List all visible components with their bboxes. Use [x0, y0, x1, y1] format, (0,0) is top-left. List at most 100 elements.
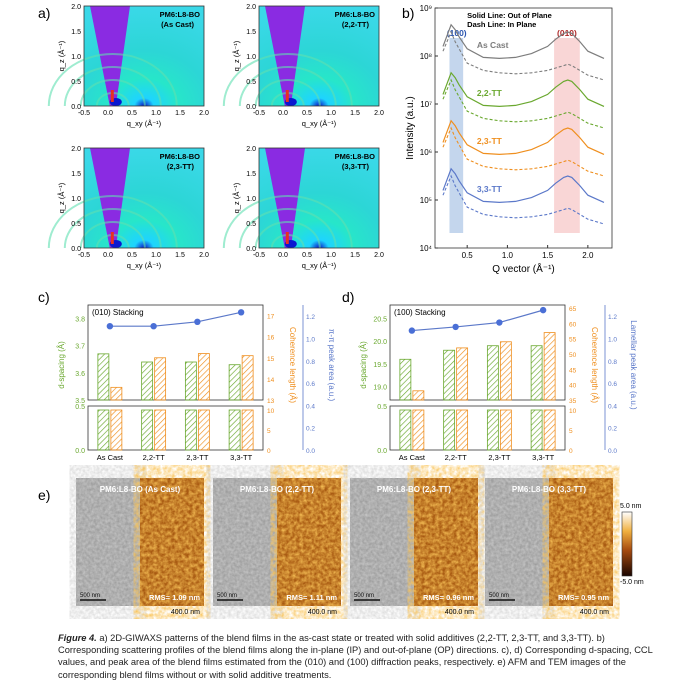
y-tick-label: 0.0: [377, 448, 387, 455]
y2-tick-label: 5: [267, 428, 271, 435]
caption-label: Figure 4.: [58, 633, 97, 643]
y2-tick-label: 17: [267, 314, 275, 321]
bar-coherence: [499, 341, 512, 401]
giwaxs-label: PM6:L8-BO: [160, 10, 201, 19]
giwaxs-ylabel: q_z (Å⁻¹): [57, 40, 66, 71]
giwaxs-label: (2,2-TT): [342, 20, 370, 29]
giwaxs-peak-red: [285, 232, 289, 244]
x-tick-label: 2.0: [582, 251, 594, 260]
panel-d-bars: (100) Stacking As Cast 2,2-TT 2,3-TT 3,3-TT 0…: [359, 304, 638, 462]
giwaxs-ytick: 1.5: [246, 29, 256, 36]
bar-dspacing-base: [443, 409, 456, 451]
giwaxs-ytick: 0.5: [246, 221, 256, 228]
y-tick-label: 0.5: [75, 404, 85, 411]
giwaxs-ytick: 1.0: [71, 54, 81, 61]
y-tick-label: 10⁹: [420, 4, 432, 13]
y2-tick-label: 15: [267, 356, 275, 363]
giwaxs-peak-red: [285, 90, 289, 102]
tem-texture: [485, 478, 549, 606]
giwaxs-xtick: -0.5: [253, 110, 265, 117]
series-line-ip: [442, 78, 605, 129]
y2-tick-label: 45: [569, 367, 577, 374]
y3-tick-label: 0.8: [306, 359, 315, 366]
giwaxs-xtick: 0.0: [103, 110, 113, 117]
y3-tick-label: 0.2: [608, 426, 617, 433]
y-tick-label: 3.5: [75, 398, 85, 405]
category-label: As Cast: [97, 453, 124, 462]
bar-coherence: [197, 353, 210, 401]
y-tick-label: 19.5: [373, 362, 387, 369]
bar-dspacing: [97, 353, 110, 401]
y2-tick-label: 55: [569, 337, 577, 344]
tem-scale-label: 500 nm: [354, 593, 374, 599]
x-axis-label: Q vector (Å⁻¹): [492, 262, 555, 275]
y3-tick-label: 1.0: [608, 336, 617, 343]
legend-solid: Solid Line: Out of Plane: [467, 11, 552, 20]
bar-dspacing-base: [141, 409, 154, 451]
panel-c-bars: (010) Stacking As Cast 2,2-TT 2,3-TT 3,3-TT 0…: [57, 304, 336, 462]
bar-dspacing-base: [184, 409, 197, 451]
peak-area-point: [237, 309, 245, 316]
giwaxs-label: (As Cast): [161, 20, 194, 29]
y3-tick-label: 0.8: [608, 359, 617, 366]
panel-letter: c): [38, 289, 50, 305]
y-tick-label: 0.5: [377, 404, 387, 411]
image-pair: PM6:L8-BO (3,3-TT) 500 nm RMS= 0.95 nm 400.…: [485, 478, 613, 616]
giwaxs-ytick: 2.0: [71, 146, 81, 153]
giwaxs-xtick: 1.0: [326, 252, 336, 259]
y-tick-label: 19.0: [373, 384, 387, 391]
panel-letter: e): [38, 487, 50, 503]
y2-tick-label: 60: [569, 321, 577, 328]
colorbar: [621, 511, 633, 577]
tem-texture: [350, 478, 414, 606]
series-line-op: [442, 119, 605, 156]
panel-a-giwaxs: PM6:L8-BO(As Cast)-0.5 0.0 0.5 1.0 1.5 2.00.0…: [47, 4, 384, 270]
giwaxs-wedge: [90, 148, 130, 248]
giwaxs-xtick: 0.0: [278, 110, 288, 117]
y-axis-label: d-spacing (Å): [359, 341, 368, 389]
bar-dspacing-base: [97, 409, 110, 451]
bar-coherence-base: [154, 409, 167, 451]
bar-coherence: [110, 386, 123, 401]
y2-tick-label: 0: [569, 448, 573, 455]
category-label: 3,3-TT: [532, 453, 555, 462]
giwaxs-ytick: 1.0: [71, 196, 81, 203]
giwaxs-frame: [258, 5, 380, 107]
tem-texture: [213, 478, 277, 606]
giwaxs-wedge: [90, 6, 130, 106]
panel-letters: a) b) c) d) e): [38, 5, 414, 503]
bar-coherence: [154, 357, 167, 401]
giwaxs-xtick: 0.0: [103, 252, 113, 259]
y3-tick-label: 1.2: [306, 314, 315, 321]
panel-e-images: PM6:L8-BO (As Cast) 500 nm RMS= 1.09 nm 400…: [76, 478, 644, 616]
giwaxs-ytick: 1.5: [246, 171, 256, 178]
bar-dspacing-base: [530, 409, 543, 451]
tem-texture: [76, 478, 140, 606]
giwaxs-ring: [47, 195, 178, 249]
afm-scale-label: 400.0 nm: [171, 609, 200, 616]
y-tick-label: 3.8: [75, 317, 85, 324]
giwaxs-ring: [63, 208, 162, 249]
series-line-op: [442, 167, 605, 204]
y2-tick-label: 10: [569, 408, 577, 415]
y-tick-label: 10⁸: [420, 52, 432, 61]
y2-tick-label: 14: [267, 377, 275, 384]
series-label: As Cast: [477, 40, 509, 50]
y2-tick-label: 13: [267, 398, 275, 405]
giwaxs-ytick: 0.0: [246, 104, 256, 111]
y2-tick-label: 16: [267, 335, 275, 342]
bar-coherence: [456, 347, 469, 401]
bar-dspacing: [399, 358, 412, 401]
bar-coherence: [543, 332, 556, 401]
giwaxs-frame: [83, 147, 205, 249]
caption-text: a) 2D-GIWAXS patterns of the blend films…: [58, 633, 653, 680]
panel-letter: b): [402, 5, 414, 21]
giwaxs-ring: [238, 66, 337, 107]
plot-frame-upper: [389, 304, 566, 401]
afm-scale-label: 400.0 nm: [580, 609, 609, 616]
giwaxs-xtick: 0.0: [278, 252, 288, 259]
bar-dspacing-base: [228, 409, 241, 451]
giwaxs-xtick: 1.0: [151, 252, 161, 259]
giwaxs-xlabel: q_xy (Å⁻¹): [302, 119, 337, 128]
